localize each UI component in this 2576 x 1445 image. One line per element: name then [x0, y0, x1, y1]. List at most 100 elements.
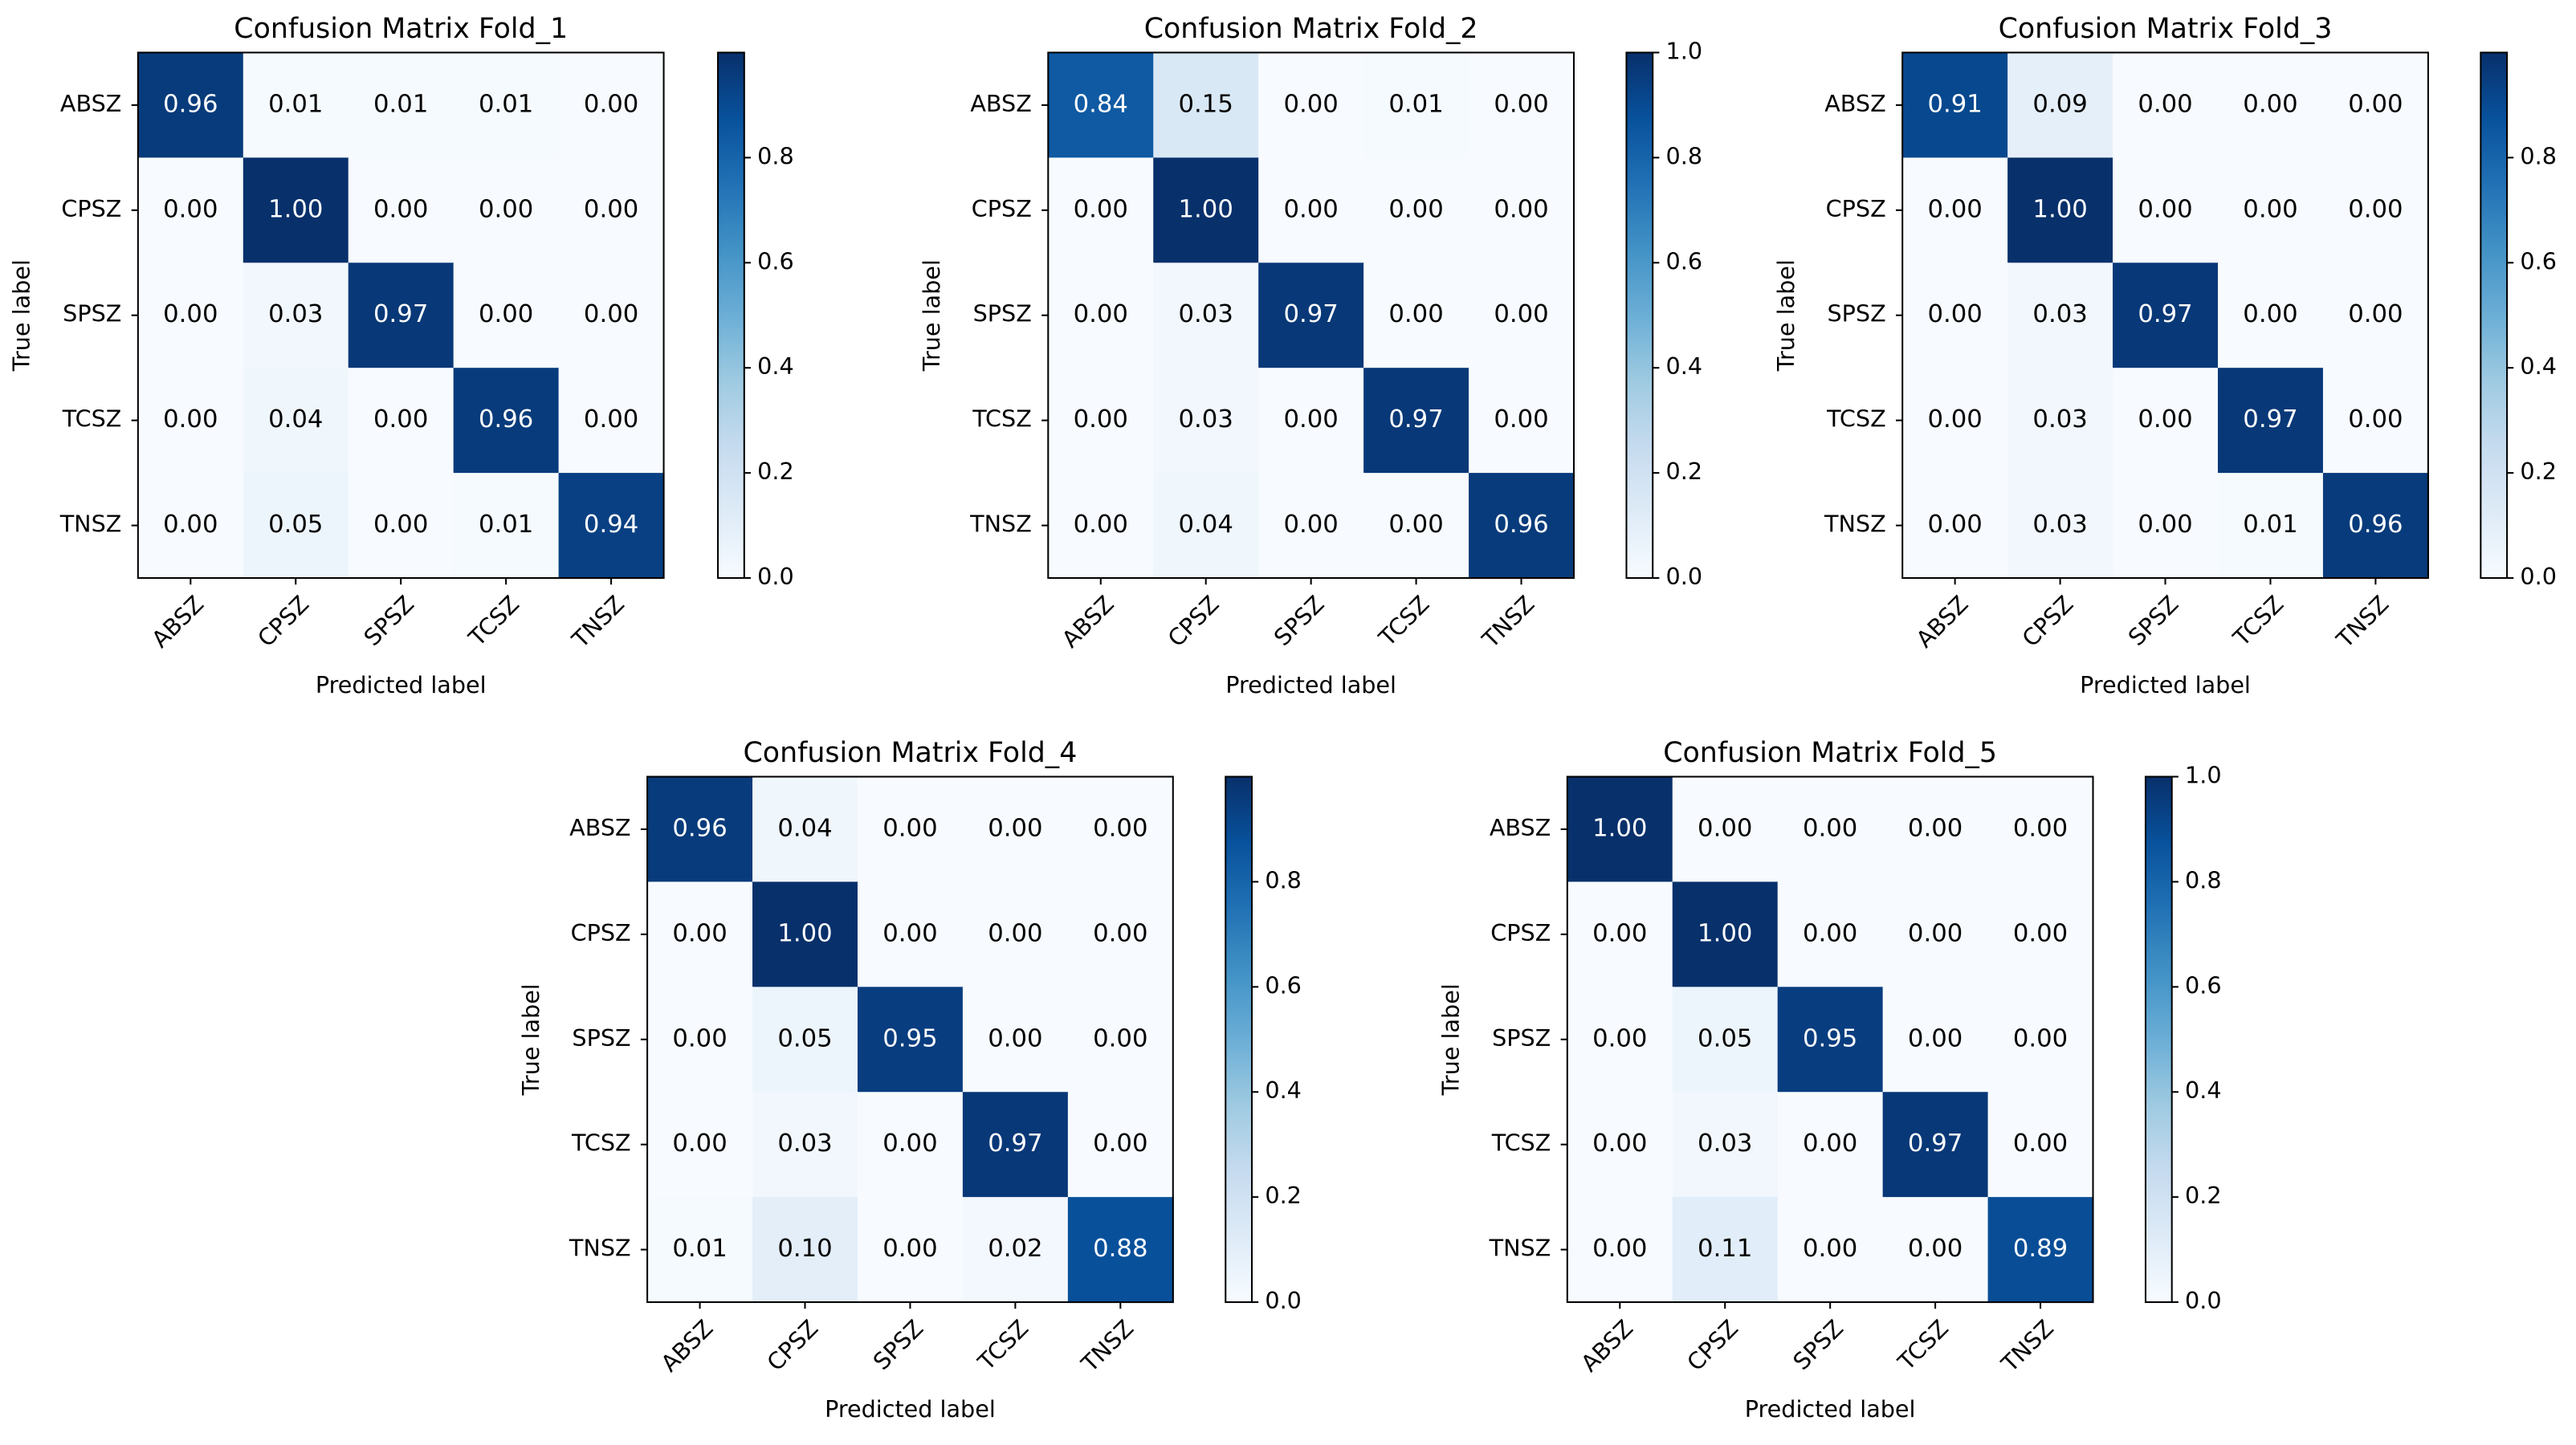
x-tick-label: TNSZ: [566, 590, 630, 653]
heatmap-cell: [558, 157, 665, 264]
y-tick-label: CPSZ: [571, 919, 631, 946]
cell-value-label: 0.97: [2243, 405, 2297, 434]
heatmap-cell: [137, 473, 244, 580]
cell-value-label: 0.97: [1388, 405, 1443, 434]
cell-value-label: 0.00: [163, 511, 218, 539]
cell-value-label: 0.00: [479, 195, 533, 223]
cell-value-label: 0.00: [1927, 511, 1982, 539]
cell-value-label: 0.00: [1093, 1130, 1147, 1158]
cell-value-label: 0.00: [1494, 90, 1548, 118]
cell-value-label: 0.00: [1388, 511, 1443, 539]
cell-value-label: 0.00: [2138, 405, 2192, 434]
heatmap-cell: [1363, 52, 1470, 159]
cell-value-label: 0.97: [1908, 1130, 1963, 1158]
x-tick-label: SPSZ: [2123, 590, 2184, 651]
x-tick-label: SPSZ: [1269, 590, 1330, 651]
cell-value-label: 0.00: [988, 919, 1042, 947]
cell-value-label: 0.00: [882, 814, 937, 842]
cell-value-label: 0.96: [479, 405, 533, 434]
heatmap-cell: [1672, 1197, 1779, 1304]
heatmap-cell: [1067, 987, 1174, 1093]
heatmap-cell: [1777, 1092, 1884, 1199]
colorbar-tick-label: 0.0: [1265, 1287, 1302, 1314]
x-tick-label: TNSZ: [1075, 1314, 1139, 1378]
heatmap-cell: [1153, 263, 1260, 369]
colorbar-tick-label: 0.0: [757, 563, 794, 590]
cell-value-label: 0.00: [373, 511, 428, 539]
y-tick-label: TNSZ: [59, 511, 122, 538]
cell-value-label: 0.00: [672, 1024, 727, 1052]
cell-value-label: 0.01: [268, 90, 323, 118]
cell-value-label: 0.00: [1283, 511, 1338, 539]
heatmap-cell: [1882, 881, 1989, 988]
heatmap-cell: [1987, 987, 2094, 1093]
cell-value-label: 0.00: [373, 195, 428, 223]
y-tick-label: SPSZ: [572, 1024, 630, 1052]
heatmap-cell: [2322, 473, 2429, 580]
heatmap-cell: [1902, 263, 2009, 369]
heatmap-cell: [1987, 776, 2094, 883]
heatmap-cell: [1048, 157, 1155, 264]
cell-value-label: 0.97: [373, 300, 428, 328]
heatmap-cell: [1777, 1197, 1884, 1304]
cell-value-label: 0.00: [1494, 195, 1548, 223]
chart-title: Confusion Matrix Fold_2: [1144, 13, 1478, 45]
cell-value-label: 0.03: [1698, 1130, 1752, 1158]
x-tick-label: CPSZ: [2016, 590, 2078, 652]
y-axis-title: True label: [918, 259, 945, 372]
cell-value-label: 0.11: [1698, 1235, 1752, 1263]
colorbar-tick-label: 0.2: [757, 458, 794, 485]
cell-value-label: 0.84: [1074, 90, 1128, 118]
colorbar-tick-label: 1.0: [2185, 762, 2222, 789]
y-tick-label: ABSZ: [970, 90, 1032, 117]
cell-value-label: 0.00: [988, 1024, 1042, 1052]
heatmap-cell: [1672, 881, 1779, 988]
heatmap-cell: [1067, 881, 1174, 988]
cell-value-label: 0.03: [1179, 300, 1233, 328]
cell-value-label: 0.00: [1803, 814, 1857, 842]
heatmap-cell: [1258, 157, 1365, 264]
heatmap-cell: [1258, 52, 1365, 159]
colorbar: [2144, 775, 2173, 1304]
y-tick-label: ABSZ: [569, 814, 631, 841]
x-tick-label: TNSZ: [1476, 590, 1539, 653]
heatmap-cell: [2217, 473, 2324, 580]
x-tick-label: TCSZ: [1373, 590, 1435, 652]
colorbar-tick-label: 0.2: [1265, 1182, 1302, 1209]
chart-title: Confusion Matrix Fold_5: [1663, 737, 1997, 769]
heatmap-cell: [1363, 368, 1470, 474]
heatmap-cell: [962, 881, 1069, 988]
cell-value-label: 0.00: [2243, 90, 2297, 118]
heatmap-cell: [647, 881, 754, 988]
cell-value-label: 0.01: [1388, 90, 1443, 118]
cell-value-label: 0.00: [584, 300, 638, 328]
heatmap-cell: [558, 263, 665, 369]
heatmap-cell: [857, 1092, 964, 1199]
chart-title: Confusion Matrix Fold_1: [234, 13, 568, 45]
cell-value-label: 0.00: [584, 405, 638, 434]
heatmap-cell: [647, 1197, 754, 1304]
colorbar-tick-label: 0.4: [1265, 1077, 1302, 1104]
cell-value-label: 0.00: [163, 300, 218, 328]
heatmap: Confusion Matrix Fold_5 1.00 0.00 0.00 0.00 0…: [1437, 737, 2222, 1423]
colorbar: [1625, 51, 1654, 580]
heatmap-cell: [752, 776, 858, 883]
cell-value-label: 1.00: [1592, 814, 1647, 842]
heatmap: Confusion Matrix Fold_1 0.96 0.01 0.01 0.01 0…: [8, 13, 794, 698]
heatmap-cell: [647, 776, 754, 883]
cell-value-label: 0.00: [2348, 300, 2403, 328]
cell-value-label: 0.01: [479, 90, 533, 118]
x-axis-title: Predicted label: [1225, 671, 1396, 698]
chart-title: Confusion Matrix Fold_4: [744, 737, 1078, 769]
cell-value-label: 1.00: [1179, 195, 1233, 223]
cell-value-label: 0.03: [268, 300, 323, 328]
cell-value-label: 0.03: [1179, 405, 1233, 434]
cell-value-label: 0.00: [1283, 195, 1338, 223]
cell-value-label: 0.04: [1179, 511, 1233, 539]
cell-value-label: 0.05: [777, 1024, 832, 1052]
cell-value-label: 0.00: [2013, 1130, 2068, 1158]
heatmap-cell: [558, 52, 665, 159]
cell-value-label: 0.00: [1592, 1130, 1647, 1158]
heatmap-cell: [137, 368, 244, 474]
